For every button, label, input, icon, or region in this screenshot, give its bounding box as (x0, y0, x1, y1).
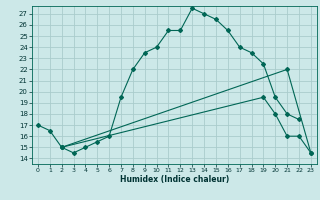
X-axis label: Humidex (Indice chaleur): Humidex (Indice chaleur) (120, 175, 229, 184)
